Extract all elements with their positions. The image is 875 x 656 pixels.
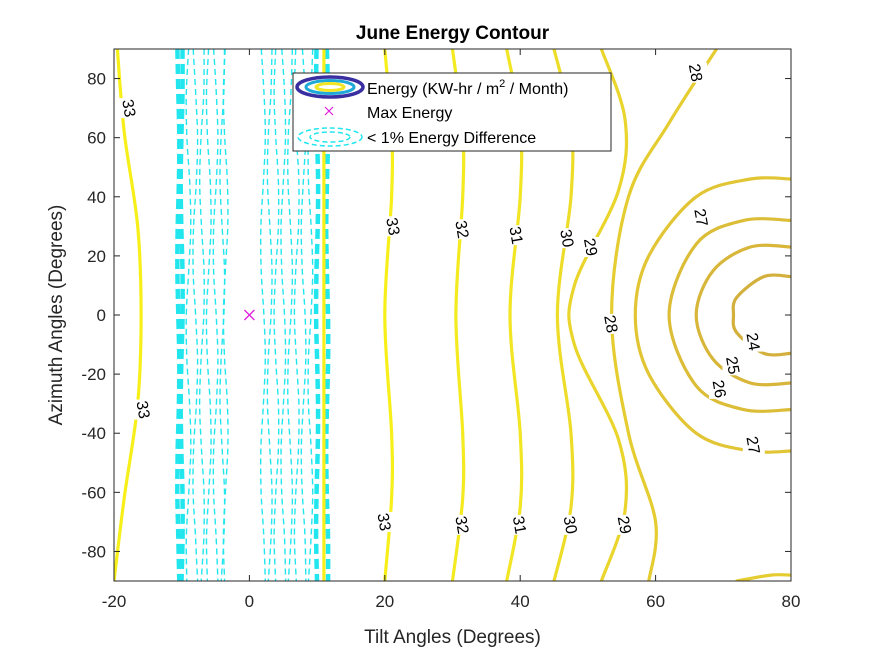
difference-legend-swatch: [297, 127, 363, 147]
contour-label: 31: [509, 514, 532, 536]
contour-label: 33: [132, 399, 155, 421]
contour-label-text: 25: [722, 355, 742, 376]
x-tick-label: 0: [245, 592, 254, 611]
difference-band-line: [219, 49, 226, 581]
legend: Energy (KW-hr / m2 / Month) Max Energy <…: [292, 72, 612, 152]
difference-band-line: [266, 49, 273, 581]
difference-band-line: [273, 49, 280, 581]
contour-label-text: 31: [509, 515, 529, 536]
difference-band-line: [212, 49, 219, 581]
contour-label: 27: [690, 207, 713, 228]
contour-label-text: 24: [742, 332, 762, 353]
contour-label-text: 33: [382, 216, 402, 237]
contour-label: 28: [685, 62, 708, 84]
contour-label: 33: [118, 98, 141, 119]
contour-label-text: 26: [709, 379, 729, 400]
difference-band-line: [185, 49, 192, 581]
legend-entry-energy-prefix: Energy (KW-hr / m: [367, 81, 499, 98]
contour-label: 28: [600, 313, 623, 335]
contour-label: 29: [580, 237, 603, 258]
y-tick-label: -80: [81, 542, 106, 561]
y-tick-label: -40: [81, 424, 106, 443]
contour-label-text: 29: [614, 515, 634, 536]
legend-entry-max-energy: Max Energy: [367, 105, 452, 122]
difference-band-line: [300, 49, 307, 581]
difference-band-line: [313, 49, 321, 581]
contour-label: 30: [560, 514, 582, 536]
chart-title: June Energy Contour: [356, 23, 550, 44]
energy-contour-27: [633, 176, 791, 454]
y-tick-label: 0: [97, 306, 106, 325]
contour-label: 30: [556, 228, 579, 249]
difference-band-line: [280, 49, 287, 581]
contour-label-text: 33: [132, 400, 152, 421]
y-tick-label: 80: [87, 70, 106, 89]
contour-label: 25: [722, 355, 745, 376]
energy-contour-24: [731, 273, 791, 357]
y-tick-label: 60: [87, 129, 106, 148]
y-tick-label: -60: [81, 483, 106, 502]
difference-band-line: [287, 49, 294, 581]
axis-ticks: -20 0 20 40 60 80 -80 -60 -40 -20 0 20 40 60 80: [81, 49, 800, 611]
x-tick-label: 20: [375, 592, 394, 611]
contour-label-text: 28: [685, 63, 705, 84]
energy-contour-29: [567, 49, 629, 581]
difference-band-line: [222, 49, 229, 581]
contour-label: 27: [742, 435, 765, 456]
x-tick-label: 40: [511, 592, 530, 611]
max-energy-legend-marker: [324, 106, 334, 116]
contour-label: 31: [505, 225, 528, 246]
x-tick-label: 80: [782, 592, 801, 611]
legend-entry-energy-suffix: / Month): [505, 81, 568, 98]
difference-band-line: [307, 49, 314, 581]
contour-label: 29: [614, 514, 637, 536]
energy-contour-28: [735, 573, 791, 581]
contour-label: 32: [451, 219, 474, 240]
contour-label-text: 33: [373, 512, 393, 533]
contour-label-text: 31: [505, 225, 525, 246]
difference-band-line: [178, 49, 185, 581]
difference-band-line: [205, 49, 212, 581]
contour-label: 26: [709, 378, 731, 400]
contour-label-text: 30: [556, 228, 576, 249]
x-tick-label: 60: [646, 592, 665, 611]
contour-label-text: 27: [742, 435, 762, 456]
legend-entry-energy: Energy (KW-hr / m2 / Month): [367, 78, 568, 98]
contour-label: 33: [373, 511, 396, 533]
energy-contour-33: [114, 49, 143, 581]
contour-label-text: 29: [580, 237, 600, 258]
legend-entry-difference: < 1% Energy Difference: [367, 130, 536, 147]
contour-label: 33: [382, 216, 405, 237]
max-energy-marker-layer: [243, 309, 255, 321]
y-axis-label: Azimuth Angles (Degrees): [46, 205, 67, 426]
y-tick-label: 40: [87, 188, 106, 207]
contour-label: 32: [451, 514, 474, 536]
energy-contour-25: [694, 243, 791, 387]
difference-band-line: [259, 49, 267, 581]
energy-difference-band-layer: [175, 49, 331, 581]
contour-label-text: 27: [690, 207, 710, 228]
difference-band-line: [175, 49, 182, 581]
contour-label: 24: [742, 331, 765, 353]
x-axis-label: Tilt Angles (Degrees): [364, 627, 541, 648]
contour-label-text: 28: [600, 314, 620, 335]
contour-label-text: 33: [118, 98, 138, 119]
x-tick-label: -20: [102, 592, 127, 611]
difference-band-line: [293, 49, 300, 581]
difference-band-line: [198, 49, 205, 581]
y-tick-label: 20: [87, 247, 106, 266]
y-tick-label: -20: [81, 365, 106, 384]
difference-band-line: [192, 49, 199, 581]
difference-band-line: [323, 49, 331, 581]
contour-label-text: 32: [451, 515, 471, 536]
legend-entry-energy-sup: 2: [499, 78, 505, 90]
max-energy-point: [243, 309, 255, 321]
contour-label-text: 32: [451, 219, 471, 240]
energy-contour-26: [667, 217, 791, 413]
energy-legend-swatch: [295, 75, 365, 99]
contour-label-text: 30: [560, 515, 580, 536]
legend-box: [292, 72, 612, 152]
